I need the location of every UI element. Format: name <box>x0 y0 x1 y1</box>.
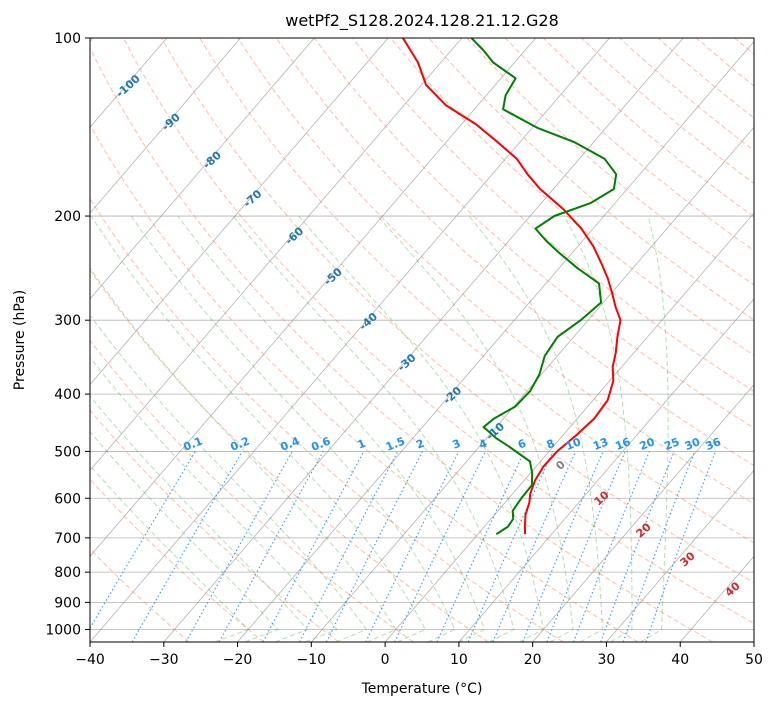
y-tick-label: 800 <box>54 565 81 581</box>
x-tick-label: 0 <box>381 652 390 668</box>
y-tick-label: 700 <box>54 531 81 547</box>
y-tick-label: 400 <box>54 387 81 403</box>
y-tick-label: 600 <box>54 491 81 507</box>
x-tick-label: 10 <box>450 652 468 668</box>
y-tick-label: 900 <box>54 595 81 611</box>
x-tick-label: 20 <box>524 652 542 668</box>
y-tick-label: 200 <box>54 209 81 225</box>
y-axis-label: Pressure (hPa) <box>12 290 28 390</box>
x-tick-label: −40 <box>75 652 105 668</box>
x-axis-label: Temperature (°C) <box>361 681 483 697</box>
y-tick-label: 100 <box>54 31 81 47</box>
x-tick-label: 40 <box>671 652 689 668</box>
x-tick-label: 30 <box>598 652 616 668</box>
x-tick-label: −30 <box>149 652 179 668</box>
y-tick-label: 500 <box>54 444 81 460</box>
x-tick-label: −20 <box>223 652 253 668</box>
x-tick-label: 50 <box>745 652 763 668</box>
y-tick-label: 1000 <box>45 622 81 638</box>
x-tick-label: −10 <box>297 652 327 668</box>
y-tick-label: 300 <box>54 313 81 329</box>
chart-title: wetPf2_S128.2024.128.21.12.G28 <box>285 11 559 31</box>
